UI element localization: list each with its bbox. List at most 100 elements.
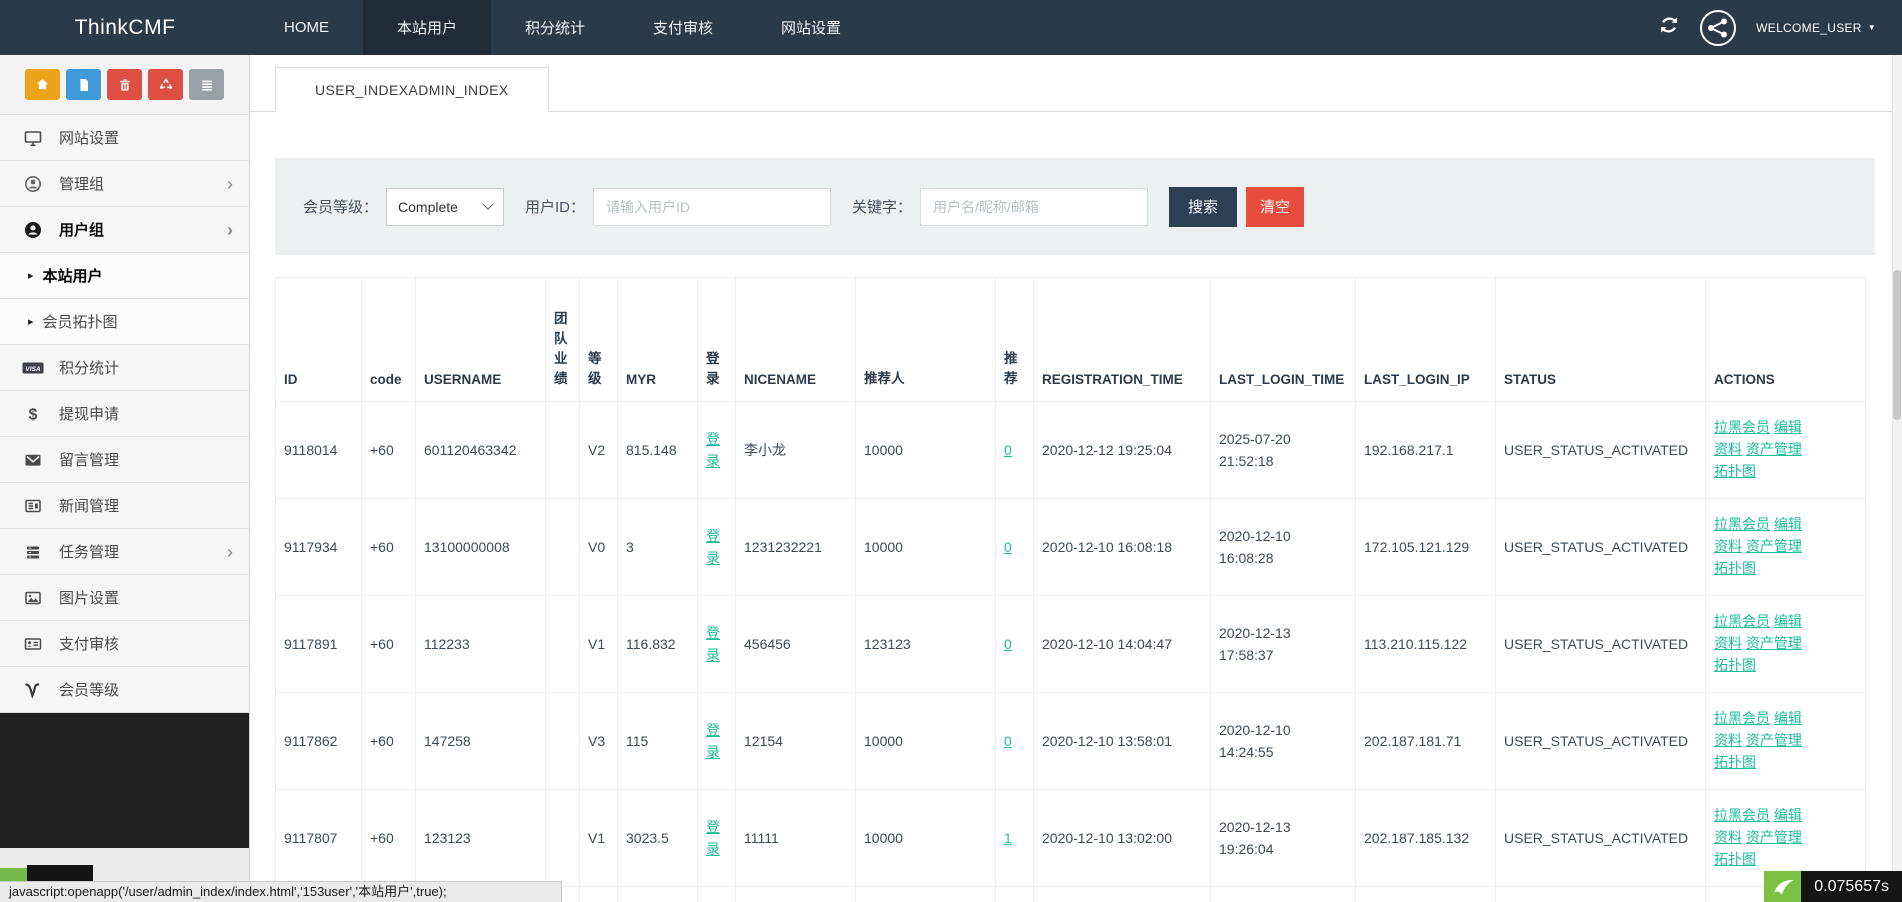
login-link[interactable]: 登录 [706,721,720,760]
cell-login: 登录 [697,789,736,887]
sidebar-item-news[interactable]: 新闻管理 [0,483,249,529]
welcome-user-menu[interactable]: WELCOME_USER ▼ [1756,21,1876,35]
nav-item-payment-review[interactable]: 支付审核 [653,20,714,37]
topology-link[interactable]: 拓扑图 [1714,753,1756,770]
keyword-input[interactable] [920,187,1149,226]
brand-logo[interactable]: ThinkCMF [74,15,176,39]
recommend-count-link[interactable]: 0 [1004,732,1012,749]
edit-profile-link[interactable]: 编辑资料 [1714,710,1802,749]
chevron-right-icon: › [227,541,233,562]
login-link[interactable]: 登录 [706,624,720,663]
sidebar-item-member-topology[interactable]: ▸ 会员拓扑图 [0,299,249,345]
blacklist-member-link[interactable]: 拉黑会员 [1714,613,1770,630]
home-icon-button[interactable] [25,69,60,100]
cell-recommend: 1 [995,789,1034,887]
sidebar-item-points-stats[interactable]: VISA 积分统计 [0,345,249,391]
sidebar-item-messages[interactable]: 留言管理 [0,437,249,483]
edit-profile-link[interactable]: 编辑资料 [1714,419,1802,458]
recommend-count-link[interactable]: 0 [1004,441,1012,458]
sidebar-item-label: 用户组 [59,222,105,239]
cell-status: USER_STATUS_ACTIVATED [1495,595,1706,693]
user-avatar-icon[interactable] [1699,9,1737,47]
col-last-login-ip: LAST_LOGIN_IP [1355,277,1496,402]
cell-myr [617,886,698,902]
cell-code: +60 [361,401,416,499]
vine-icon [20,680,46,700]
sidebar-item-withdrawal[interactable]: $ 提现申请 [0,391,249,437]
nav-item-site-users[interactable]: 本站用户 [363,0,492,55]
cell-last-login-ip: 202.187.181.71 [1355,692,1496,790]
sidebar-item-site-users[interactable]: ▸ 本站用户 [0,253,249,299]
recommend-count-link[interactable]: 1 [1004,829,1012,846]
col-code: code [361,277,416,402]
cell-team [545,789,580,887]
sidebar-item-user-group[interactable]: 用户组 › [0,207,249,253]
vertical-scrollbar[interactable] [1892,55,1902,902]
blacklist-member-link[interactable]: 拉黑会员 [1714,516,1770,533]
cell-login: 登录 [697,595,736,693]
sidebar-item-site-settings[interactable]: 网站设置 [0,115,249,161]
table-row: 9117891 +60 112233 V1 116.832 登录 456456 … [275,595,1866,693]
refresh-icon[interactable] [1658,14,1680,41]
trash-icon-button[interactable] [107,69,142,100]
scrollbar-thumb[interactable] [1893,270,1901,420]
edit-profile-link[interactable]: 编辑资料 [1714,807,1802,846]
topology-link[interactable]: 拓扑图 [1714,462,1756,479]
edit-profile-link[interactable]: 编辑资料 [1714,613,1802,652]
tab-user-index[interactable]: USER_INDEXADMIN_INDEX [275,67,549,112]
login-link[interactable]: 登录 [706,527,720,566]
recommend-count-link[interactable]: 0 [1004,538,1012,555]
cell-actions: 拉黑会员 编辑资料 资产管理 拓扑图 [1705,692,1866,790]
cell-myr: 3 [617,498,698,596]
topology-link[interactable]: 拓扑图 [1714,559,1756,576]
cell-myr: 115 [617,692,698,790]
sidebar-item-label: 会员等级 [59,682,120,699]
sidebar-item-admin-group[interactable]: 管理组 › [0,161,249,207]
nav-item-site-settings[interactable]: 网站设置 [781,20,842,37]
search-button[interactable]: 搜索 [1169,186,1238,227]
cell-recommend [995,886,1034,902]
cell-team [545,401,580,499]
file-icon-button[interactable] [66,69,101,100]
nav-item-home[interactable]: HOME [284,19,329,36]
asset-management-link[interactable]: 资产管理 [1745,441,1802,458]
list-icon-button[interactable] [189,69,224,100]
blacklist-member-link[interactable]: 拉黑会员 [1714,807,1770,824]
asset-management-link[interactable]: 资产管理 [1745,732,1802,749]
sidebar-item-payment-review[interactable]: 支付审核 [0,621,249,667]
topology-link[interactable]: 拓扑图 [1714,656,1756,673]
col-status: STATUS [1495,277,1706,402]
cell-actions: 拉黑会员 编辑资料 资产管理 拓扑图 [1705,401,1866,499]
table-header-row: ID code USERNAME 团队业绩 等级 MYR 登录 NICENAME… [275,277,1866,402]
edit-profile-link[interactable]: 编辑资料 [1714,516,1802,555]
cell-level: V0 [579,498,618,596]
blacklist-member-link[interactable]: 拉黑会员 [1714,710,1770,727]
recycle-icon-button[interactable] [148,69,183,100]
cell-status: USER_STATUS_ACTIVATED [1495,498,1706,596]
topology-link[interactable]: 拓扑图 [1714,850,1756,867]
login-link[interactable]: 登录 [706,818,720,857]
clear-button[interactable]: 清空 [1246,186,1305,227]
cell-last-login-time: 2020-12-13 19:26:04 [1210,789,1356,887]
recommend-count-link[interactable]: 0 [1004,635,1012,652]
blacklist-member-link[interactable]: 拉黑会员 [1714,419,1770,436]
member-level-select[interactable]: Complete [386,187,505,226]
login-link[interactable]: 登录 [706,430,720,469]
sidebar-item-tasks[interactable]: 任务管理 › [0,529,249,575]
cell-team [545,498,580,596]
cell-recommend: 0 [995,692,1034,790]
cell-registration-time: 2020-12-10 13:02:00 [1033,789,1211,887]
nav-item-points-stats[interactable]: 积分统计 [525,20,586,37]
cell-id: 9117807 [275,789,362,887]
user-circle-icon [20,174,46,194]
newspaper-icon [20,496,46,516]
cell-status: USER_STATUS_ACTIVATED [1495,692,1706,790]
asset-management-link[interactable]: 资产管理 [1745,538,1802,555]
sidebar-item-member-level[interactable]: 会员等级 [0,667,249,713]
cell-id: 9117934 [275,498,362,596]
chevron-right-icon: › [227,219,233,240]
asset-management-link[interactable]: 资产管理 [1745,829,1802,846]
asset-management-link[interactable]: 资产管理 [1745,635,1802,652]
user-id-input[interactable] [593,187,832,226]
sidebar-item-image-settings[interactable]: 图片设置 [0,575,249,621]
